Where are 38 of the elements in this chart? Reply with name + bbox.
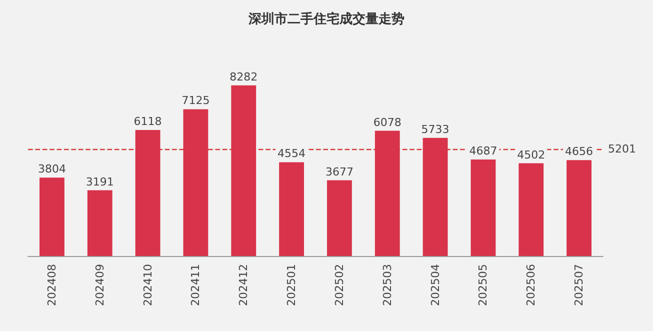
x-tick-label: 202411 [189,264,202,306]
bar [231,85,256,256]
x-tick-label: 202503 [380,264,394,306]
bar [87,190,112,256]
x-tick-label: 202502 [332,264,346,306]
bar [183,109,208,256]
data-label: 3191 [86,175,114,188]
data-label: 7125 [182,94,210,108]
x-tick-label: 202501 [285,264,298,306]
data-label: 5733 [421,122,450,136]
x-tick-label: 202505 [476,264,490,306]
bar [40,178,64,256]
bar [279,162,304,256]
data-label: 4687 [469,144,498,158]
data-label: 4554 [278,147,306,160]
x-tick-label: 202409 [93,264,106,306]
data-label: 4502 [517,148,546,162]
chart-title: 深圳市二手住宅成交量走势 [248,11,404,27]
bar [327,180,352,256]
bar [470,159,496,256]
x-tick-label: 202408 [45,264,58,306]
bar [566,160,592,256]
x-tick-label: 202504 [428,264,442,306]
x-tick-label: 202507 [572,264,586,306]
x-tick-label: 202410 [141,264,154,306]
data-label: 8282 [230,70,258,84]
bar [422,138,448,256]
data-label: 4656 [565,145,594,158]
x-tick-label: 202506 [524,264,538,306]
data-label: 6118 [134,114,162,128]
data-label: 6078 [373,116,402,129]
bar [374,130,400,256]
data-label: 3677 [325,165,354,178]
data-label: 3804 [38,162,66,176]
x-tick-label: 202412 [237,264,250,306]
bar [135,130,160,256]
bar [518,163,544,256]
ref-line-label: 5201 [608,142,636,156]
